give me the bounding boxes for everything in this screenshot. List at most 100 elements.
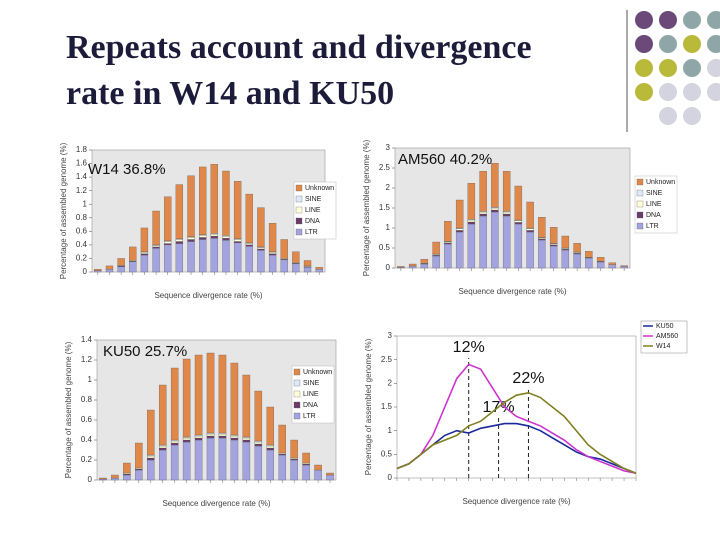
- bar-segment: [278, 454, 286, 481]
- bar-segment: [233, 239, 242, 242]
- bar-segment: [514, 222, 523, 225]
- annotation: 12%: [453, 339, 485, 356]
- bar-segment: [210, 164, 218, 234]
- bar-segment: [245, 193, 253, 244]
- bar-segment: [242, 439, 251, 443]
- bar-segment: [135, 442, 143, 469]
- y-tick-label: 0.4: [81, 435, 93, 444]
- bar-segment: [164, 244, 172, 273]
- bar-segment: [257, 207, 265, 248]
- legend-swatch: [295, 228, 303, 236]
- bar-segment: [538, 239, 546, 269]
- bar-segment: [222, 170, 230, 236]
- y-tick-label: 1: [88, 375, 93, 384]
- y-tick-label: 0.5: [379, 243, 391, 252]
- y-tick-label: 0.6: [81, 415, 93, 424]
- y-tick-label: 0: [83, 267, 88, 276]
- bar-segment: [129, 261, 137, 273]
- bar-segment: [111, 474, 119, 479]
- bar-segment: [140, 252, 149, 254]
- legend-label: Unknown: [303, 369, 332, 376]
- bar-segment: [278, 424, 286, 454]
- bar-segment: [257, 247, 265, 250]
- y-tick-label: 1.4: [76, 172, 88, 181]
- bar-segment: [479, 211, 487, 215]
- chart-title: AM560 40.2%: [398, 151, 492, 168]
- bar-segment: [479, 215, 487, 269]
- bar-segment: [326, 472, 334, 476]
- bar-segment: [561, 249, 570, 269]
- bar-segment: [230, 362, 239, 436]
- bar-segment: [164, 243, 172, 246]
- legend-label: SINE: [646, 190, 663, 197]
- x-axis-title: Sequence divergence rate (%): [154, 291, 262, 300]
- line-series: [396, 363, 637, 475]
- legend-label: LTR: [303, 413, 316, 420]
- bar-segment: [245, 243, 253, 246]
- bar-segment: [147, 459, 155, 481]
- bar-segment: [268, 223, 277, 252]
- bar-segment: [549, 245, 558, 269]
- y-tick-label: 2.5: [379, 163, 391, 172]
- bar-segment: [210, 237, 218, 273]
- bar-segment: [608, 264, 617, 269]
- y-tick-label: 0.8: [81, 395, 93, 404]
- bar-segment: [432, 255, 440, 269]
- bar-segment: [266, 445, 275, 449]
- bar-segment: [585, 257, 593, 269]
- bar-segment: [526, 201, 534, 229]
- y-tick-label: 1.4: [81, 335, 93, 344]
- bar-segment: [194, 354, 203, 436]
- bar-segment: [175, 239, 184, 242]
- x-axis-title: Sequence divergence rate (%): [462, 497, 570, 506]
- y-tick-label: 0.5: [381, 449, 393, 458]
- bar-segment: [210, 233, 218, 237]
- legend-swatch: [293, 412, 301, 420]
- bar-segment: [303, 267, 312, 273]
- bar-segment: [147, 455, 155, 459]
- bar-segment: [455, 199, 464, 229]
- bar-segment: [257, 250, 265, 273]
- legend-label: AM560: [656, 333, 678, 340]
- bar-segment: [129, 246, 137, 261]
- bar-segment: [408, 263, 417, 267]
- legend-swatch: [636, 178, 644, 186]
- bar-segment: [302, 452, 310, 464]
- bar-segment: [268, 254, 277, 273]
- y-tick-label: 0.2: [76, 254, 88, 263]
- bar-segment: [140, 227, 149, 252]
- decorative-dots: [635, 11, 720, 125]
- y-tick-label: 0: [388, 473, 393, 482]
- bar-segment: [266, 449, 275, 481]
- bar-segment: [303, 260, 312, 267]
- bar-segment: [502, 171, 511, 212]
- bar-segment: [254, 390, 263, 442]
- bar-segment: [444, 242, 452, 245]
- bar-segment: [420, 259, 429, 264]
- legend-label: Unknown: [305, 185, 334, 192]
- bar-segment: [467, 219, 476, 223]
- y-tick-label: 1.2: [76, 186, 88, 195]
- y-tick-label: 1.2: [81, 355, 93, 364]
- bar-segment: [467, 183, 476, 220]
- bar-segment: [182, 358, 191, 438]
- bar-segment: [280, 239, 288, 259]
- bar-segment: [170, 440, 179, 444]
- bar-segment: [549, 243, 558, 245]
- bar-segment: [314, 469, 322, 481]
- y-tick-label: 1.8: [76, 145, 88, 154]
- bar-segment: [164, 241, 172, 244]
- bar-segment: [596, 257, 605, 262]
- bar-segment: [491, 209, 499, 213]
- bar-segment: [105, 265, 114, 270]
- bar-segment: [233, 242, 242, 273]
- legend-label: W14: [656, 343, 671, 350]
- bar-segment: [467, 223, 476, 269]
- bar-segment: [573, 253, 581, 269]
- bar-segment: [123, 474, 131, 481]
- bar-segment: [268, 253, 277, 256]
- bar-segment: [245, 244, 253, 247]
- bar-segment: [233, 241, 242, 244]
- legend-swatch: [293, 401, 301, 409]
